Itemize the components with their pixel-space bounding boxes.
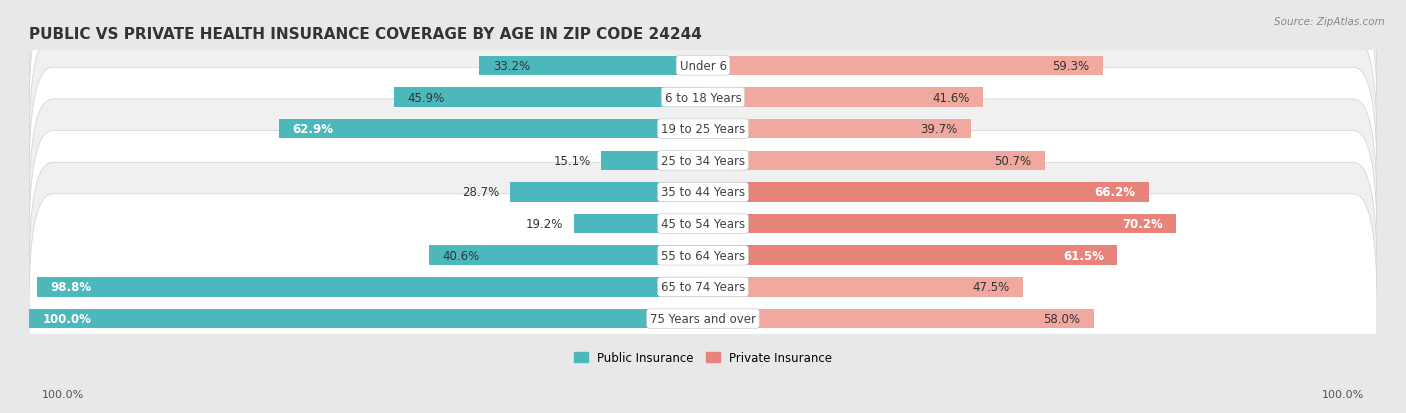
Text: 75 Years and over: 75 Years and over (650, 312, 756, 325)
Text: 59.3%: 59.3% (1052, 60, 1090, 73)
Text: 40.6%: 40.6% (443, 249, 479, 262)
Bar (280, 120, 703, 139)
FancyBboxPatch shape (30, 163, 1376, 412)
Text: 39.7%: 39.7% (920, 123, 957, 136)
Bar (37, 278, 703, 297)
Text: 70.2%: 70.2% (1122, 218, 1163, 230)
Bar (703, 151, 1045, 171)
Text: 100.0%: 100.0% (42, 312, 91, 325)
Legend: Public Insurance, Private Insurance: Public Insurance, Private Insurance (569, 346, 837, 368)
Text: 100.0%: 100.0% (42, 389, 84, 399)
Bar (703, 120, 970, 139)
Text: 33.2%: 33.2% (492, 60, 530, 73)
Text: 100.0%: 100.0% (1322, 389, 1364, 399)
FancyBboxPatch shape (30, 131, 1376, 380)
Text: 98.8%: 98.8% (51, 281, 91, 294)
Text: 62.9%: 62.9% (292, 123, 333, 136)
Bar (602, 151, 703, 171)
Bar (479, 57, 703, 76)
Text: 55 to 64 Years: 55 to 64 Years (661, 249, 745, 262)
Text: 41.6%: 41.6% (932, 91, 970, 104)
Text: 45.9%: 45.9% (408, 91, 444, 104)
Text: PUBLIC VS PRIVATE HEALTH INSURANCE COVERAGE BY AGE IN ZIP CODE 24244: PUBLIC VS PRIVATE HEALTH INSURANCE COVER… (30, 27, 702, 42)
Bar (703, 183, 1149, 202)
Bar (30, 309, 703, 329)
Text: Source: ZipAtlas.com: Source: ZipAtlas.com (1274, 17, 1385, 26)
Text: Under 6: Under 6 (679, 60, 727, 73)
Text: 47.5%: 47.5% (973, 281, 1010, 294)
Text: 61.5%: 61.5% (1063, 249, 1104, 262)
Text: 28.7%: 28.7% (463, 186, 499, 199)
Bar (703, 57, 1102, 76)
Text: 45 to 54 Years: 45 to 54 Years (661, 218, 745, 230)
Bar (703, 278, 1024, 297)
Text: 25 to 34 Years: 25 to 34 Years (661, 154, 745, 167)
Text: 19 to 25 Years: 19 to 25 Years (661, 123, 745, 136)
FancyBboxPatch shape (30, 5, 1376, 254)
Bar (703, 214, 1175, 234)
FancyBboxPatch shape (30, 195, 1376, 413)
Bar (429, 246, 703, 266)
Bar (703, 88, 983, 107)
FancyBboxPatch shape (30, 36, 1376, 285)
Text: 19.2%: 19.2% (526, 218, 564, 230)
Bar (574, 214, 703, 234)
Text: 50.7%: 50.7% (994, 154, 1031, 167)
FancyBboxPatch shape (30, 100, 1376, 349)
Bar (703, 309, 1094, 329)
FancyBboxPatch shape (30, 0, 1376, 222)
FancyBboxPatch shape (30, 0, 1376, 191)
Text: 65 to 74 Years: 65 to 74 Years (661, 281, 745, 294)
Text: 15.1%: 15.1% (554, 154, 591, 167)
Text: 6 to 18 Years: 6 to 18 Years (665, 91, 741, 104)
Bar (509, 183, 703, 202)
Bar (703, 246, 1118, 266)
Bar (394, 88, 703, 107)
Text: 66.2%: 66.2% (1095, 186, 1136, 199)
Text: 35 to 44 Years: 35 to 44 Years (661, 186, 745, 199)
FancyBboxPatch shape (30, 68, 1376, 317)
Text: 58.0%: 58.0% (1043, 312, 1080, 325)
